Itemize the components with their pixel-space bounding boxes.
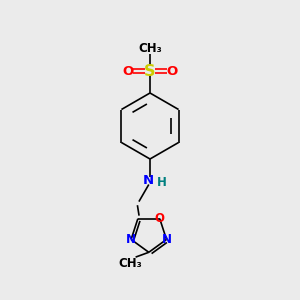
Text: N: N xyxy=(142,174,154,187)
Text: H: H xyxy=(157,176,166,190)
Text: O: O xyxy=(155,212,165,225)
Text: O: O xyxy=(123,65,134,78)
Text: S: S xyxy=(144,64,156,79)
Text: N: N xyxy=(161,233,172,246)
Text: O: O xyxy=(166,65,177,78)
Text: CH₃: CH₃ xyxy=(138,42,162,55)
Text: N: N xyxy=(126,233,136,246)
Text: CH₃: CH₃ xyxy=(118,256,142,270)
